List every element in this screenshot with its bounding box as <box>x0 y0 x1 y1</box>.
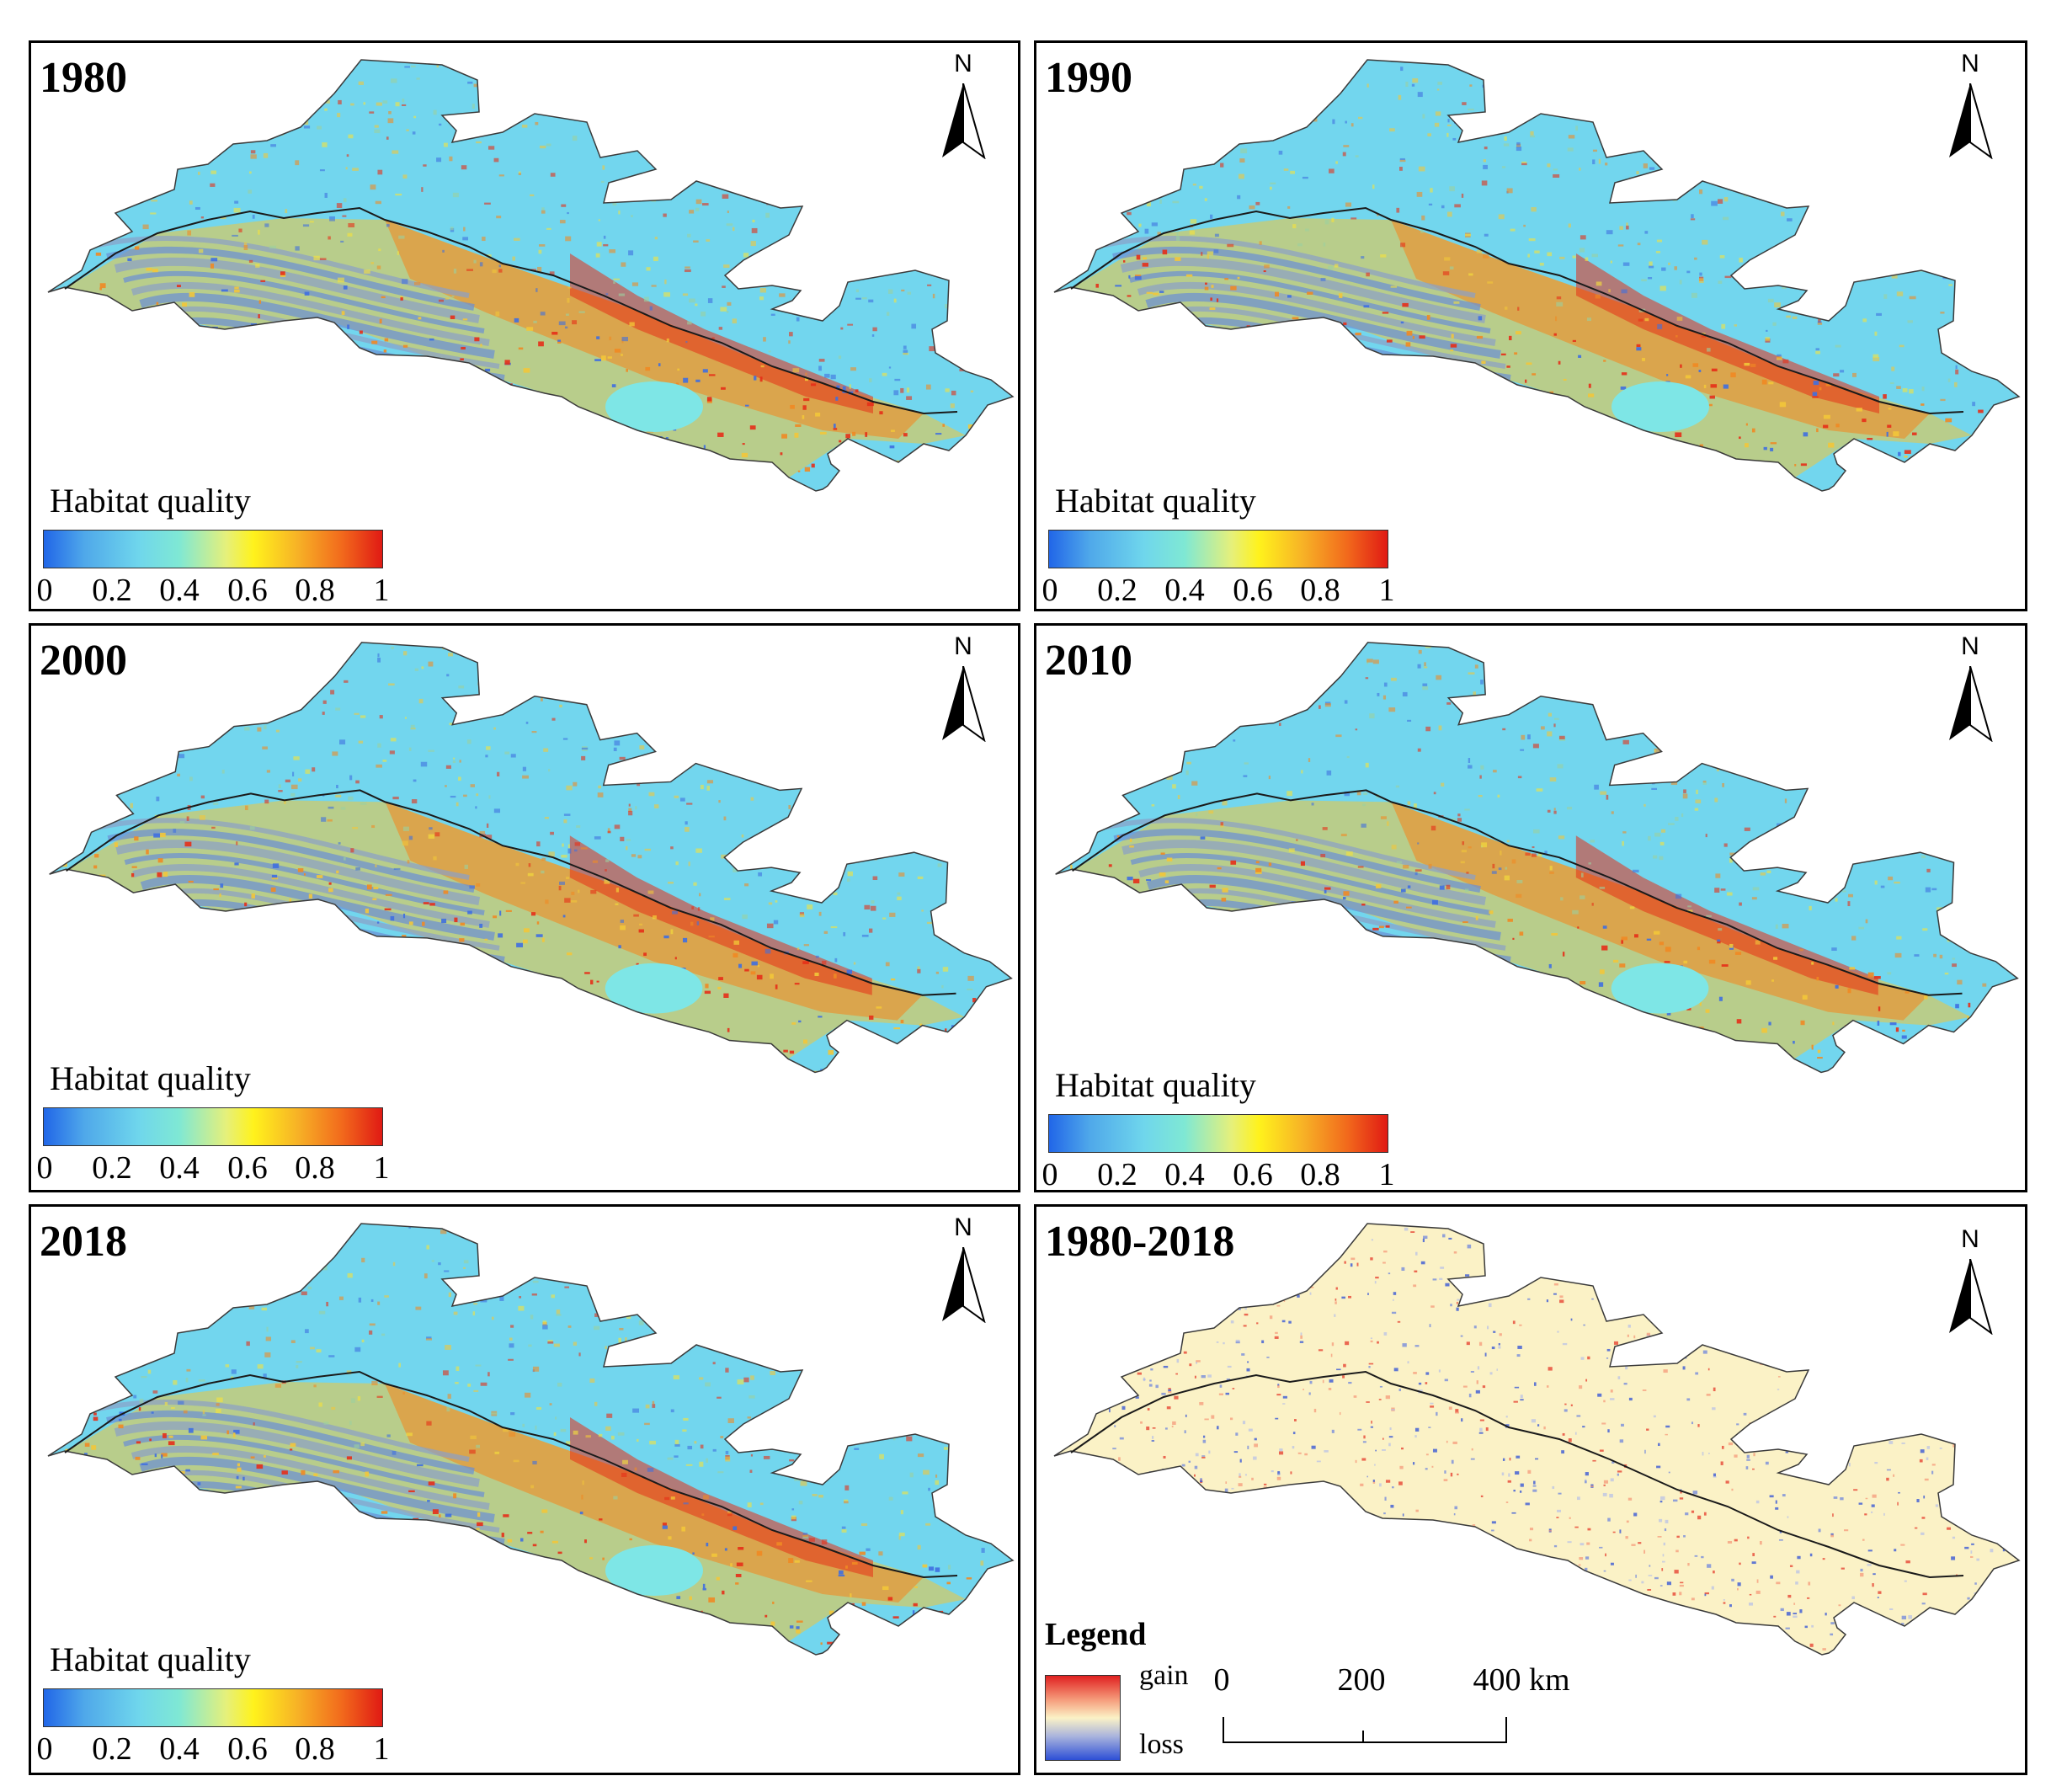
map-panel-change: 1980-2018 N Legend gain loss 0 200 400 k… <box>1034 1204 2027 1775</box>
habitat-legend: Habitat quality 0 0.2 0.4 0.6 0.8 1 <box>37 1640 397 1767</box>
map-panel-2010: 2010 N Habitat quality 0 0.2 0.4 0.6 0.8… <box>1034 623 2027 1192</box>
scale-bar: 0 200 400 km <box>1214 1661 1570 1754</box>
legend-tick: 0.4 <box>159 573 200 608</box>
map-panel-2018: 2018 N Habitat quality 0 0.2 0.4 0.6 0.8… <box>29 1204 1020 1775</box>
legend-tick: 1 <box>1378 573 1395 608</box>
legend-tick: 0.6 <box>227 1150 268 1186</box>
legend-tick: 0.4 <box>159 1731 200 1767</box>
habitat-color-ramp <box>43 530 383 568</box>
north-letter: N <box>1961 50 1979 77</box>
north-arrow-icon <box>942 1247 986 1323</box>
legend-title: Habitat quality <box>50 482 251 520</box>
habitat-color-ramp <box>1048 530 1388 568</box>
legend-tick: 0.2 <box>92 1150 132 1186</box>
legend-tick: 0.4 <box>159 1150 200 1186</box>
habitat-map-2010 <box>1055 642 2019 1074</box>
legend-tick: 0.4 <box>1164 1157 1205 1192</box>
north-letter: N <box>1961 632 1979 660</box>
legend-tick: 0.4 <box>1164 573 1205 608</box>
north-letter: N <box>954 50 972 77</box>
panel-year-label: 2010 <box>1045 637 1132 685</box>
habitat-map-1990 <box>1053 59 2021 492</box>
north-arrow: N <box>934 50 993 159</box>
legend-tick: 1 <box>1378 1157 1395 1192</box>
north-arrow-icon <box>1949 666 1993 742</box>
legend-tick: 1 <box>373 573 390 608</box>
change-color-ramp <box>1045 1675 1121 1761</box>
north-arrow-icon <box>942 83 986 159</box>
legend-tick: 0.8 <box>1300 573 1340 608</box>
map-panel-2000: 2000 N Habitat quality 0 0.2 0.4 0.6 0.8… <box>29 623 1020 1192</box>
legend-tick: 0.2 <box>92 1731 132 1767</box>
habitat-legend: Habitat quality 0 0.2 0.4 0.6 0.8 1 <box>37 1059 397 1186</box>
legend-tick: 0 <box>36 1150 53 1186</box>
north-arrow: N <box>1941 50 2000 159</box>
scale-bar-line <box>1223 1717 1507 1743</box>
north-arrow: N <box>1941 1225 2000 1335</box>
legend-tick: 0.6 <box>227 1731 268 1767</box>
legend-tick: 0.2 <box>92 573 132 608</box>
habitat-legend: Habitat quality 0 0.2 0.4 0.6 0.8 1 <box>37 481 397 608</box>
north-letter: N <box>954 632 972 660</box>
legend-loss-label: loss <box>1139 1729 1184 1760</box>
scale-label: 400 km <box>1473 1662 1570 1698</box>
habitat-change-map <box>1053 1223 2021 1656</box>
habitat-map-1980 <box>47 59 1015 492</box>
habitat-map-2018 <box>47 1223 1015 1656</box>
habitat-color-ramp <box>43 1688 383 1727</box>
north-arrow-icon <box>1949 1259 1993 1335</box>
change-legend: Legend gain loss <box>1045 1616 1213 1773</box>
legend-title: Legend <box>1045 1617 1147 1652</box>
legend-tick: 0.8 <box>295 573 335 608</box>
legend-tick: 0 <box>36 1731 53 1767</box>
north-letter: N <box>954 1213 972 1241</box>
legend-tick: 0.8 <box>295 1150 335 1186</box>
habitat-legend: Habitat quality 0 0.2 0.4 0.6 0.8 1 <box>1042 481 1402 608</box>
map-panel-1980: 1980 N Habitat quality 0 0.2 0.4 0.6 0.8… <box>29 40 1020 611</box>
legend-tick: 0 <box>36 573 53 608</box>
panel-year-label: 1990 <box>1045 54 1132 102</box>
legend-tick: 0.6 <box>1233 1157 1273 1192</box>
habitat-color-ramp <box>1048 1114 1388 1153</box>
legend-tick: 0 <box>1041 1157 1058 1192</box>
legend-title: Habitat quality <box>1055 482 1256 520</box>
scale-label: 200 <box>1337 1662 1386 1698</box>
legend-tick: 0.2 <box>1097 1157 1137 1192</box>
habitat-legend: Habitat quality 0 0.2 0.4 0.6 0.8 1 <box>1042 1065 1402 1190</box>
north-letter: N <box>1961 1225 1979 1253</box>
habitat-color-ramp <box>43 1107 383 1146</box>
map-panel-1990: 1990 N Habitat quality 0 0.2 0.4 0.6 0.8… <box>1034 40 2027 611</box>
legend-tick: 0.6 <box>1233 573 1273 608</box>
legend-tick: 0.8 <box>295 1731 335 1767</box>
legend-tick: 1 <box>373 1150 390 1186</box>
legend-tick: 0.6 <box>227 573 268 608</box>
north-arrow: N <box>934 632 993 742</box>
legend-tick: 0.8 <box>1300 1157 1340 1192</box>
legend-gain-label: gain <box>1139 1660 1189 1691</box>
north-arrow-icon <box>1949 83 1993 159</box>
panel-year-label: 1980 <box>40 54 127 102</box>
panel-year-label: 2018 <box>40 1218 127 1266</box>
legend-title: Habitat quality <box>50 1640 251 1678</box>
panel-year-label: 1980-2018 <box>1045 1218 1235 1266</box>
legend-title: Habitat quality <box>50 1059 251 1097</box>
panel-year-label: 2000 <box>40 637 127 685</box>
legend-tick: 1 <box>373 1731 390 1767</box>
north-arrow-icon <box>942 666 986 742</box>
legend-tick: 0.2 <box>1097 573 1137 608</box>
habitat-map-2000 <box>49 642 1013 1074</box>
legend-title: Habitat quality <box>1055 1066 1256 1104</box>
legend-tick: 0 <box>1041 573 1058 608</box>
north-arrow: N <box>934 1213 993 1323</box>
scale-label: 0 <box>1213 1662 1230 1698</box>
north-arrow: N <box>1941 632 2000 742</box>
